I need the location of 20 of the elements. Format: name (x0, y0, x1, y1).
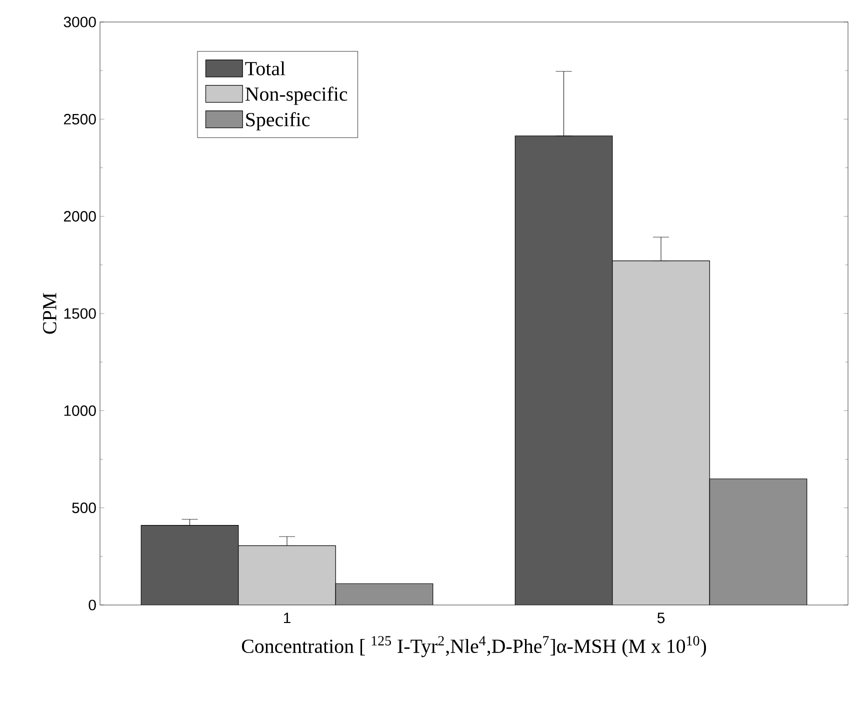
y-tick-label: 1000 (64, 405, 96, 416)
y-tick-label: 500 (72, 502, 96, 514)
legend-label: Total (245, 61, 286, 76)
x-tick-label: 1 (284, 612, 290, 624)
bar (612, 260, 710, 605)
bar (514, 136, 613, 605)
y-tick-label: 1500 (64, 308, 96, 319)
bar (335, 583, 434, 605)
bar (140, 525, 239, 605)
y-tick-label: 2500 (64, 114, 96, 124)
bar (709, 478, 808, 605)
legend-label: Non-specific (245, 86, 348, 105)
bar (238, 545, 336, 605)
y-tick-label: 0 (88, 600, 96, 610)
y-axis-title: CPM (43, 293, 56, 334)
legend-label: Specific (246, 112, 310, 130)
y-tick-label: 2000 (64, 211, 96, 222)
text: Concentration [ $^{125}$ I-Tyr$^{2}$,Nle$^{4}$,D-Phe$^{7}$]α-MSH (M x 10$^{10}$) (242, 636, 706, 658)
y-tick-label: 3000 (64, 16, 96, 28)
x-tick-label: 5 (657, 612, 665, 624)
